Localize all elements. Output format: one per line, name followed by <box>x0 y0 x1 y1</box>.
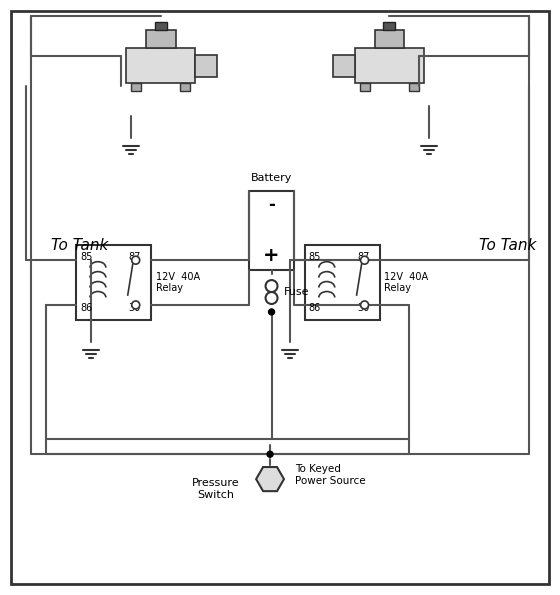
Text: 12V  40A
Relay: 12V 40A Relay <box>385 272 428 293</box>
Text: To Tank: To Tank <box>51 238 109 253</box>
Text: Pressure
Switch: Pressure Switch <box>192 478 239 500</box>
Bar <box>180 83 190 91</box>
Text: 86: 86 <box>309 303 321 313</box>
Circle shape <box>361 256 368 264</box>
Bar <box>375 30 404 48</box>
Bar <box>305 245 380 320</box>
Bar <box>354 48 424 83</box>
Circle shape <box>132 301 139 309</box>
Circle shape <box>267 451 273 457</box>
Circle shape <box>265 280 278 292</box>
Bar <box>333 55 354 77</box>
Text: 85: 85 <box>80 252 92 262</box>
Bar <box>146 30 175 48</box>
Text: Battery: Battery <box>251 173 292 183</box>
Bar <box>409 83 419 91</box>
Text: To Keyed
Power Source: To Keyed Power Source <box>295 464 366 486</box>
Bar <box>360 83 370 91</box>
Bar <box>384 23 395 30</box>
Circle shape <box>269 309 274 315</box>
Circle shape <box>361 301 368 309</box>
Text: 86: 86 <box>80 303 92 313</box>
Text: 30: 30 <box>129 303 141 313</box>
Text: To Tank: To Tank <box>479 238 536 253</box>
Bar <box>130 83 141 91</box>
Text: 87: 87 <box>358 252 370 262</box>
Text: 12V  40A
Relay: 12V 40A Relay <box>156 272 200 293</box>
Bar <box>155 23 166 30</box>
Bar <box>195 55 217 77</box>
Text: +: + <box>263 246 280 265</box>
Text: 85: 85 <box>309 252 321 262</box>
Bar <box>126 48 195 83</box>
Text: 87: 87 <box>129 252 141 262</box>
Bar <box>249 190 294 270</box>
Text: 30: 30 <box>358 303 370 313</box>
Text: -: - <box>268 196 275 214</box>
Circle shape <box>265 292 278 304</box>
Bar <box>76 245 151 320</box>
Text: Fuse: Fuse <box>283 287 309 297</box>
Circle shape <box>132 256 139 264</box>
